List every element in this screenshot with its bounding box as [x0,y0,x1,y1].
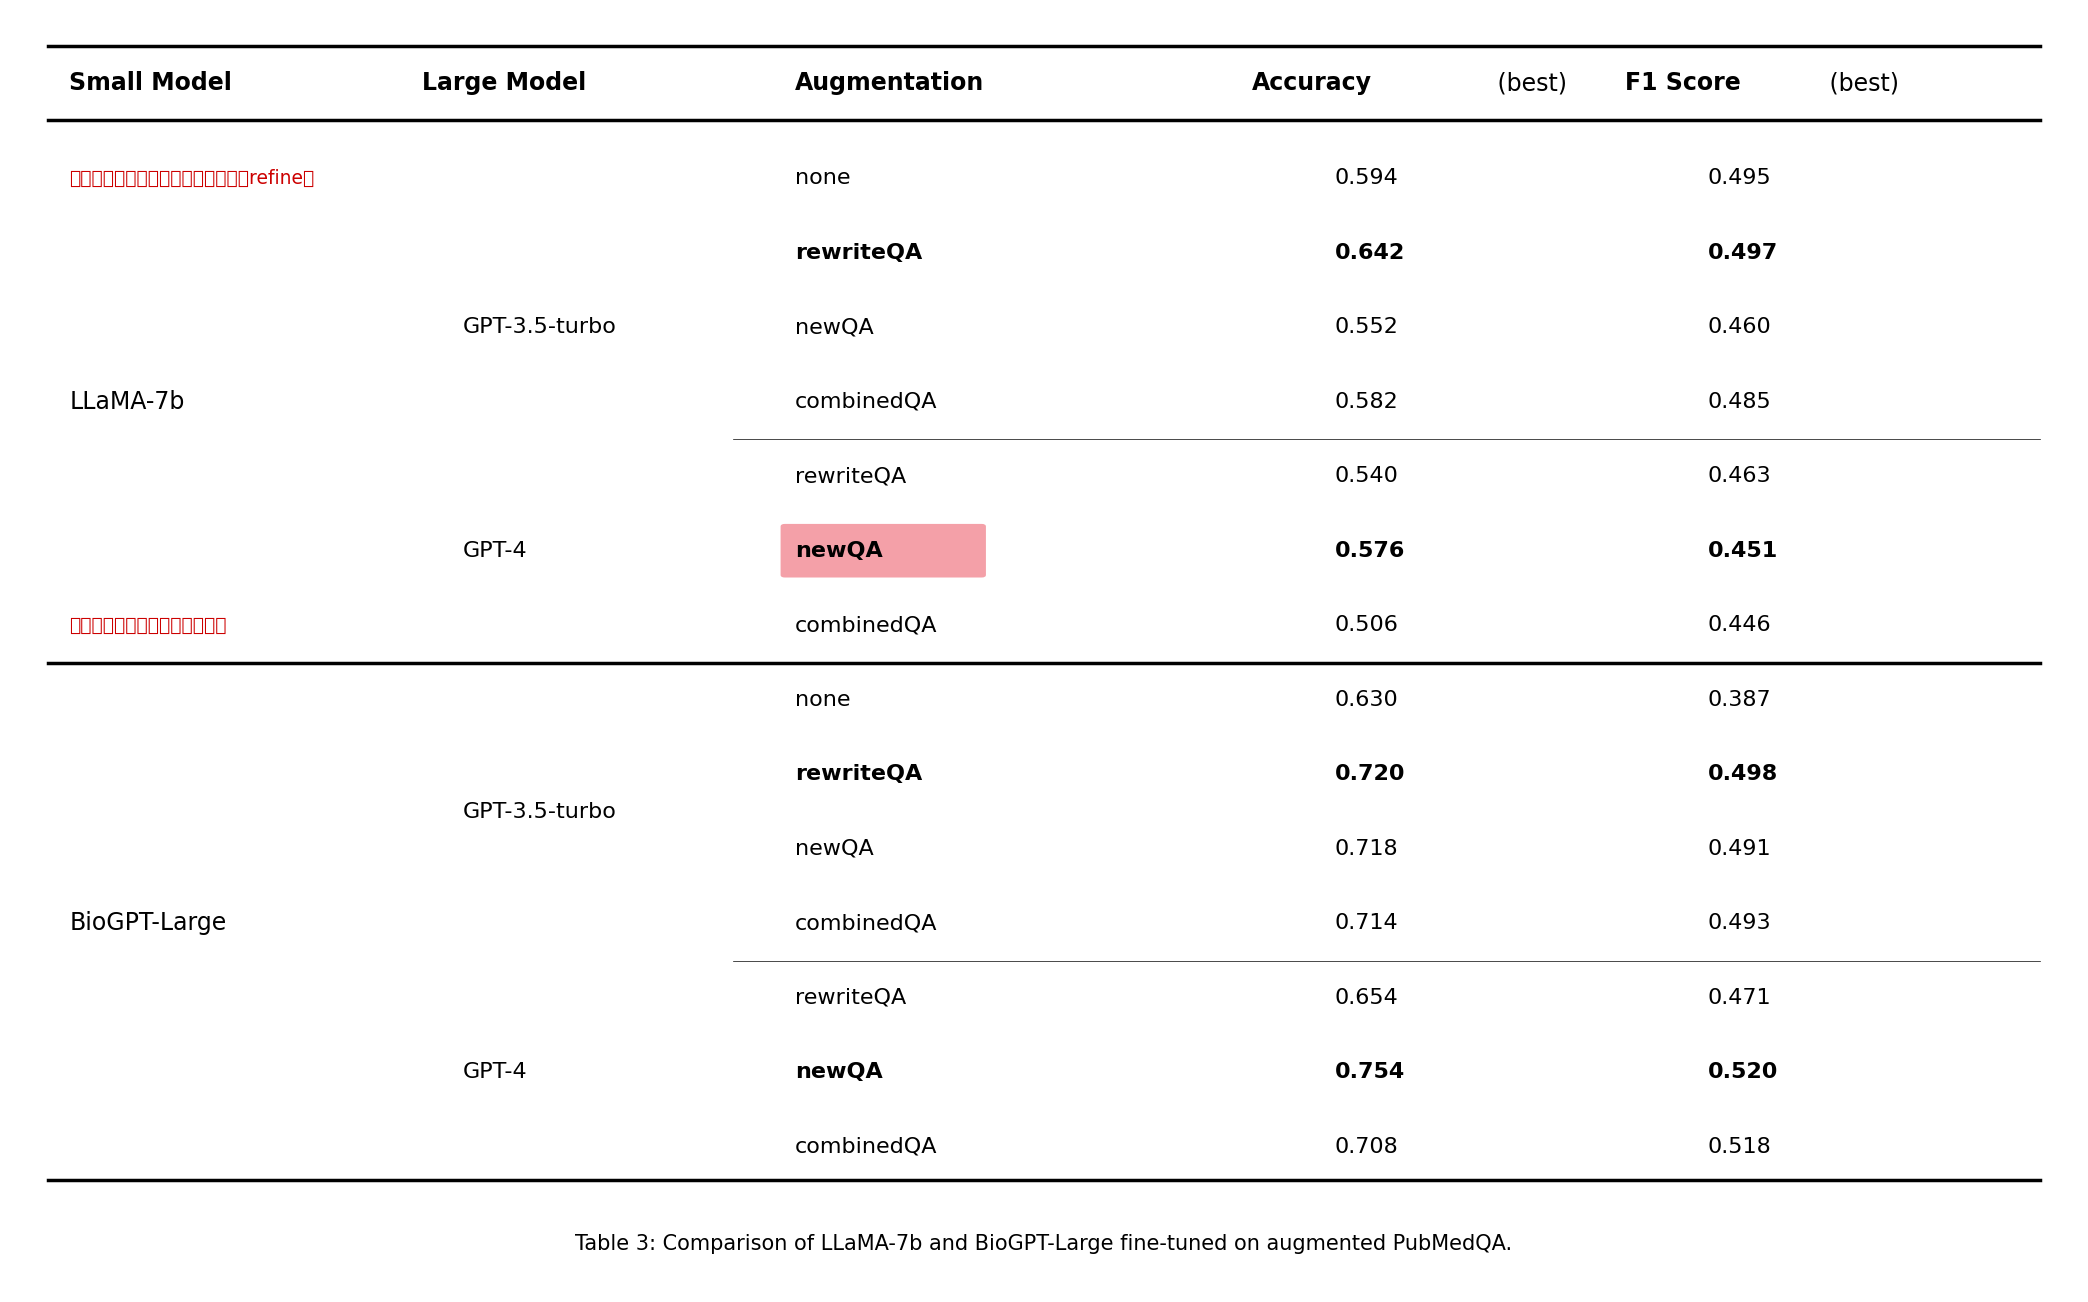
Text: newQA: newQA [796,540,883,561]
Text: 0.576: 0.576 [1334,540,1405,561]
Text: Large Model: Large Model [422,72,587,95]
Text: Table 3: Comparison of LLaMA-7b and BioGPT-Large fine-tuned on augmented PubMedQ: Table 3: Comparison of LLaMA-7b and BioG… [576,1233,1512,1254]
Text: 0.714: 0.714 [1334,913,1399,934]
Text: GPT-4: GPT-4 [464,1062,528,1082]
Text: 0.540: 0.540 [1334,466,1399,486]
Text: 0.520: 0.520 [1708,1062,1779,1082]
Text: 0.582: 0.582 [1334,392,1399,411]
Text: combinedQA: combinedQA [796,1137,938,1157]
Text: newQA: newQA [796,838,875,859]
FancyBboxPatch shape [781,523,986,578]
Text: 产生的新知识质量更好，更有效: 产生的新知识质量更好，更有效 [69,616,228,635]
Text: rewriteQA: rewriteQA [796,242,923,263]
Text: 0.497: 0.497 [1708,242,1779,263]
Text: 0.708: 0.708 [1334,1137,1399,1157]
Text: Small Model: Small Model [69,72,232,95]
Text: 0.720: 0.720 [1334,764,1405,784]
Text: rewriteQA: rewriteQA [796,764,923,784]
Text: 0.463: 0.463 [1708,466,1771,486]
Text: 0.594: 0.594 [1334,168,1399,187]
Text: LLaMA-7b: LLaMA-7b [69,389,184,414]
Text: 0.491: 0.491 [1708,838,1771,859]
Text: 缺乏领域知识，生成的新知识效果比refine差: 缺乏领域知识，生成的新知识效果比refine差 [69,168,315,187]
Text: none: none [796,690,850,710]
Text: (best): (best) [1491,72,1566,95]
Text: 0.506: 0.506 [1334,616,1399,635]
Text: GPT-3.5-turbo: GPT-3.5-turbo [464,318,618,337]
Text: 0.654: 0.654 [1334,988,1399,1008]
Text: GPT-3.5-turbo: GPT-3.5-turbo [464,802,618,822]
Text: 0.493: 0.493 [1708,913,1771,934]
Text: 0.642: 0.642 [1334,242,1405,263]
Text: BioGPT-Large: BioGPT-Large [69,911,226,935]
Text: combinedQA: combinedQA [796,392,938,411]
Text: 0.460: 0.460 [1708,318,1771,337]
Text: newQA: newQA [796,318,875,337]
Text: combinedQA: combinedQA [796,616,938,635]
Text: 0.630: 0.630 [1334,690,1399,710]
Text: 0.718: 0.718 [1334,838,1399,859]
Text: 0.495: 0.495 [1708,168,1771,187]
Text: GPT-4: GPT-4 [464,540,528,561]
Text: newQA: newQA [796,1062,883,1082]
Text: Accuracy: Accuracy [1251,72,1372,95]
Text: 0.451: 0.451 [1708,540,1779,561]
Text: 0.498: 0.498 [1708,764,1779,784]
Text: rewriteQA: rewriteQA [796,466,906,486]
Text: 0.446: 0.446 [1708,616,1771,635]
Text: 0.471: 0.471 [1708,988,1771,1008]
Text: rewriteQA: rewriteQA [796,988,906,1008]
Text: combinedQA: combinedQA [796,913,938,934]
Text: 0.552: 0.552 [1334,318,1399,337]
Text: Augmentation: Augmentation [796,72,983,95]
Text: 0.754: 0.754 [1334,1062,1405,1082]
Text: (best): (best) [1823,72,1898,95]
Text: 0.518: 0.518 [1708,1137,1771,1157]
Text: none: none [796,168,850,187]
Text: F1 Score: F1 Score [1624,72,1741,95]
Text: 0.485: 0.485 [1708,392,1771,411]
Text: 0.387: 0.387 [1708,690,1771,710]
